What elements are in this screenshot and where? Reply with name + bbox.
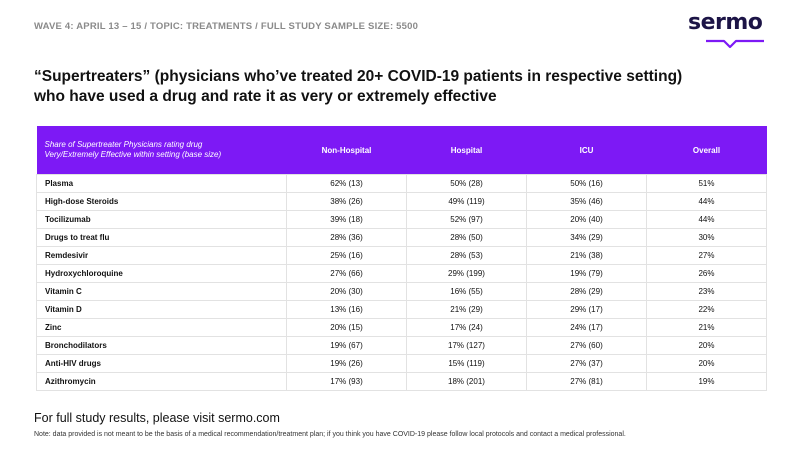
- non-hospital-cell: 62% (13): [286, 174, 407, 193]
- non-hospital-cell: 19% (67): [286, 336, 407, 355]
- overall-cell: 26%: [646, 264, 767, 283]
- non-hospital-cell: 38% (26): [286, 192, 407, 211]
- overall-cell: 44%: [646, 210, 767, 229]
- overall-cell: 21%: [646, 318, 767, 337]
- table-row: Zinc 20% (15) 17% (24) 24% (17) 21%: [36, 318, 767, 337]
- non-hospital-cell: 17% (93): [286, 372, 407, 391]
- overall-cell: 51%: [646, 174, 767, 193]
- icu-cell: 34% (29): [526, 228, 647, 247]
- table-row: Vitamin D 13% (16) 21% (29) 29% (17) 22%: [36, 300, 767, 319]
- overall-cell: 20%: [646, 336, 767, 355]
- hospital-cell: 50% (28): [406, 174, 527, 193]
- table-row: Drugs to treat flu 28% (36) 28% (50) 34% (2…: [36, 228, 767, 247]
- study-info-header: WAVE 4: APRIL 13 – 15 / TOPIC: TREATMENT…: [34, 21, 419, 32]
- icu-cell: 20% (40): [526, 210, 647, 229]
- icu-cell: 19% (79): [526, 264, 647, 283]
- table-row: High-dose Steroids 38% (26) 49% (119) 35% (…: [36, 192, 767, 211]
- drug-name-cell: Hydroxychloroquine: [36, 264, 287, 283]
- drug-name-cell: Vitamin C: [36, 282, 287, 301]
- logo-text: sermo: [688, 10, 763, 35]
- icu-cell: 27% (60): [526, 336, 647, 355]
- non-hospital-cell: 19% (26): [286, 354, 407, 373]
- hospital-cell: 15% (119): [406, 354, 527, 373]
- drug-name-cell: Remdesivir: [36, 246, 287, 265]
- table-header-row: Share of Supertreater Physicians rating …: [36, 126, 767, 175]
- overall-cell: 44%: [646, 192, 767, 211]
- icu-cell: 50% (16): [526, 174, 647, 193]
- table-row: Anti-HIV drugs 19% (26) 15% (119) 27% (37) 2…: [36, 354, 767, 373]
- drug-name-cell: Plasma: [36, 174, 287, 193]
- row-header-line-2: Very/Extremely Effective within setting …: [44, 150, 222, 159]
- table-row: Plasma 62% (13) 50% (28) 50% (16) 51%: [36, 174, 767, 193]
- column-header-icu: ICU: [526, 126, 647, 175]
- non-hospital-cell: 27% (66): [286, 264, 407, 283]
- non-hospital-cell: 25% (16): [286, 246, 407, 265]
- results-table: Share of Supertreater Physicians rating …: [36, 126, 767, 391]
- hospital-cell: 52% (97): [406, 210, 527, 229]
- table-body: Plasma 62% (13) 50% (28) 50% (16) 51% High-do…: [36, 174, 767, 391]
- drug-name-cell: High-dose Steroids: [36, 192, 287, 211]
- hospital-cell: 17% (24): [406, 318, 527, 337]
- overall-cell: 19%: [646, 372, 767, 391]
- drug-name-cell: Vitamin D: [36, 300, 287, 319]
- icu-cell: 29% (17): [526, 300, 647, 319]
- disclaimer-note: Note: data provided is not meant to be t…: [34, 431, 626, 438]
- non-hospital-cell: 13% (16): [286, 300, 407, 319]
- column-header-non-hospital: Non-Hospital: [286, 126, 407, 175]
- icu-cell: 27% (37): [526, 354, 647, 373]
- logo-underline-icon: [706, 39, 764, 49]
- table-row: Tocilizumab 39% (18) 52% (97) 20% (40) 44%: [36, 210, 767, 229]
- results-table-container: Share of Supertreater Physicians rating …: [36, 126, 767, 391]
- overall-cell: 27%: [646, 246, 767, 265]
- drug-name-cell: Zinc: [36, 318, 287, 337]
- table-row: Remdesivir 25% (16) 28% (53) 21% (38) 27%: [36, 246, 767, 265]
- row-header-line-1: Share of Supertreater Physicians rating …: [44, 140, 203, 149]
- icu-cell: 27% (81): [526, 372, 647, 391]
- sermo-logo: sermo: [688, 10, 768, 49]
- hospital-cell: 18% (201): [406, 372, 527, 391]
- drug-name-cell: Tocilizumab: [36, 210, 287, 229]
- icu-cell: 24% (17): [526, 318, 647, 337]
- hospital-cell: 16% (55): [406, 282, 527, 301]
- overall-cell: 30%: [646, 228, 767, 247]
- column-header-overall: Overall: [646, 126, 767, 175]
- row-header-cell: Share of Supertreater Physicians rating …: [36, 126, 287, 175]
- title-line-2: who have used a drug and rate it as very…: [34, 88, 497, 105]
- hospital-cell: 29% (199): [406, 264, 527, 283]
- page-title: “Supertreaters” (physicians who’ve treat…: [34, 67, 734, 107]
- hospital-cell: 49% (119): [406, 192, 527, 211]
- table-row: Vitamin C 20% (30) 16% (55) 28% (29) 23%: [36, 282, 767, 301]
- hospital-cell: 28% (50): [406, 228, 527, 247]
- overall-cell: 20%: [646, 354, 767, 373]
- drug-name-cell: Azithromycin: [36, 372, 287, 391]
- non-hospital-cell: 39% (18): [286, 210, 407, 229]
- icu-cell: 28% (29): [526, 282, 647, 301]
- table-row: Hydroxychloroquine 27% (66) 29% (199) 19% (…: [36, 264, 767, 283]
- non-hospital-cell: 20% (15): [286, 318, 407, 337]
- hospital-cell: 17% (127): [406, 336, 527, 355]
- table-row: Bronchodilators 19% (67) 17% (127) 27% (60)…: [36, 336, 767, 355]
- drug-name-cell: Drugs to treat flu: [36, 228, 287, 247]
- overall-cell: 22%: [646, 300, 767, 319]
- non-hospital-cell: 28% (36): [286, 228, 407, 247]
- drug-name-cell: Anti-HIV drugs: [36, 354, 287, 373]
- column-header-hospital: Hospital: [406, 126, 527, 175]
- non-hospital-cell: 20% (30): [286, 282, 407, 301]
- icu-cell: 21% (38): [526, 246, 647, 265]
- hospital-cell: 28% (53): [406, 246, 527, 265]
- study-results-link-text: For full study results, please visit ser…: [34, 411, 280, 425]
- hospital-cell: 21% (29): [406, 300, 527, 319]
- icu-cell: 35% (46): [526, 192, 647, 211]
- title-line-1: “Supertreaters” (physicians who’ve treat…: [34, 68, 683, 85]
- table-row: Azithromycin 17% (93) 18% (201) 27% (81) 19%: [36, 372, 767, 391]
- drug-name-cell: Bronchodilators: [36, 336, 287, 355]
- overall-cell: 23%: [646, 282, 767, 301]
